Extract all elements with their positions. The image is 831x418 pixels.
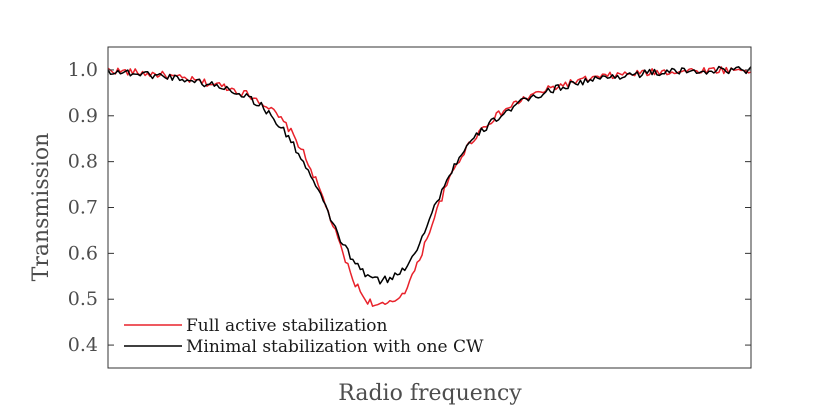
x-axis-label: Radio frequency [338, 381, 522, 406]
y-tick-label: 0.5 [68, 288, 98, 310]
y-axis-label: Transmission [29, 133, 54, 282]
legend-label-minimal: Minimal stabilization with one CW [186, 337, 484, 357]
y-tick-label: 0.8 [68, 151, 98, 173]
y-tick-label: 0.7 [68, 197, 98, 219]
legend-label-full-active: Full active stabilization [186, 316, 387, 336]
y-tick-label: 1.0 [68, 59, 98, 81]
series-line-full-active [107, 66, 752, 307]
y-tick-label: 0.6 [68, 242, 98, 264]
y-tick-label: 0.9 [68, 105, 98, 127]
plot-area [107, 65, 752, 307]
series-line-minimal [107, 65, 752, 285]
legend: Full active stabilization Minimal stabil… [124, 316, 484, 357]
y-tick-label: 0.4 [68, 334, 98, 356]
y-axis: 0.4 0.5 0.6 0.7 0.8 0.9 1.0 [68, 59, 751, 356]
